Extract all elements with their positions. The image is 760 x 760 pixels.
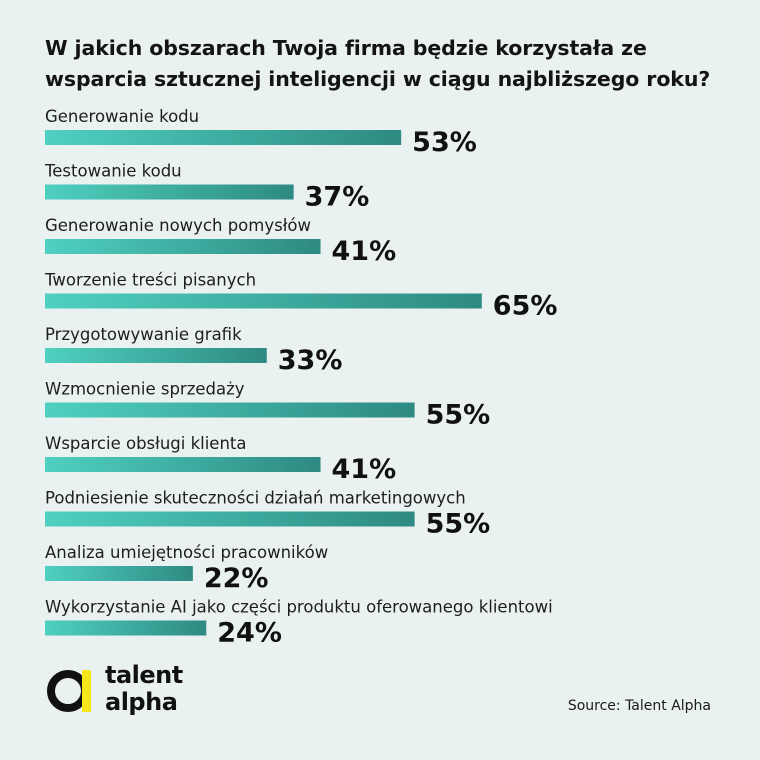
- value-label: 22%: [204, 563, 269, 594]
- category-label: Generowanie kodu: [45, 107, 199, 126]
- value-label: 37%: [305, 182, 370, 213]
- bar: [45, 293, 482, 309]
- category-label: Generowanie nowych pomysłów: [45, 216, 311, 235]
- category-label: Wykorzystanie AI jako części produktu of…: [45, 598, 553, 617]
- bar: [45, 620, 207, 636]
- bars-layer: Generowanie kodu 53% Testowanie kodu 37% Gen…: [44, 107, 557, 649]
- chart-title: W jakich obszarach Twoja firma będzie ko…: [45, 36, 711, 91]
- category-label: Przygotowywanie grafik: [45, 325, 242, 344]
- value-label: 65%: [493, 291, 558, 322]
- bar: [45, 130, 402, 145]
- value-label: 24%: [217, 618, 282, 649]
- value-label: 41%: [332, 236, 397, 267]
- bar: [45, 402, 415, 418]
- source-note: Source: Talent Alpha: [567, 698, 711, 714]
- logo-line-2: alpha: [105, 688, 178, 716]
- category-label: Tworzenie treści pisanych: [44, 271, 256, 290]
- bar: [45, 511, 415, 527]
- bar: [45, 566, 193, 581]
- category-label: Wzmocnienie sprzedaży: [45, 380, 245, 399]
- talent-alpha-logo: talent alpha: [45, 662, 225, 718]
- value-label: 41%: [332, 454, 397, 485]
- value-label: 55%: [426, 400, 491, 431]
- bar: [45, 348, 267, 363]
- category-label: Testowanie kodu: [44, 162, 182, 181]
- talent-alpha-logo-icon: [47, 670, 91, 712]
- bar: [45, 457, 321, 472]
- value-label: 33%: [278, 345, 343, 376]
- category-label: Wsparcie obsługi klienta: [45, 434, 247, 453]
- category-label: Analiza umiejętności pracowników: [45, 543, 328, 562]
- category-label: Podniesienie skuteczności działań market…: [45, 489, 466, 508]
- value-label: 55%: [426, 509, 491, 540]
- bar: [45, 239, 321, 254]
- logo-line-1: talent: [105, 661, 183, 689]
- value-label: 53%: [412, 127, 477, 158]
- logo-wordmark: talent alpha: [105, 662, 183, 716]
- bar: [45, 184, 294, 200]
